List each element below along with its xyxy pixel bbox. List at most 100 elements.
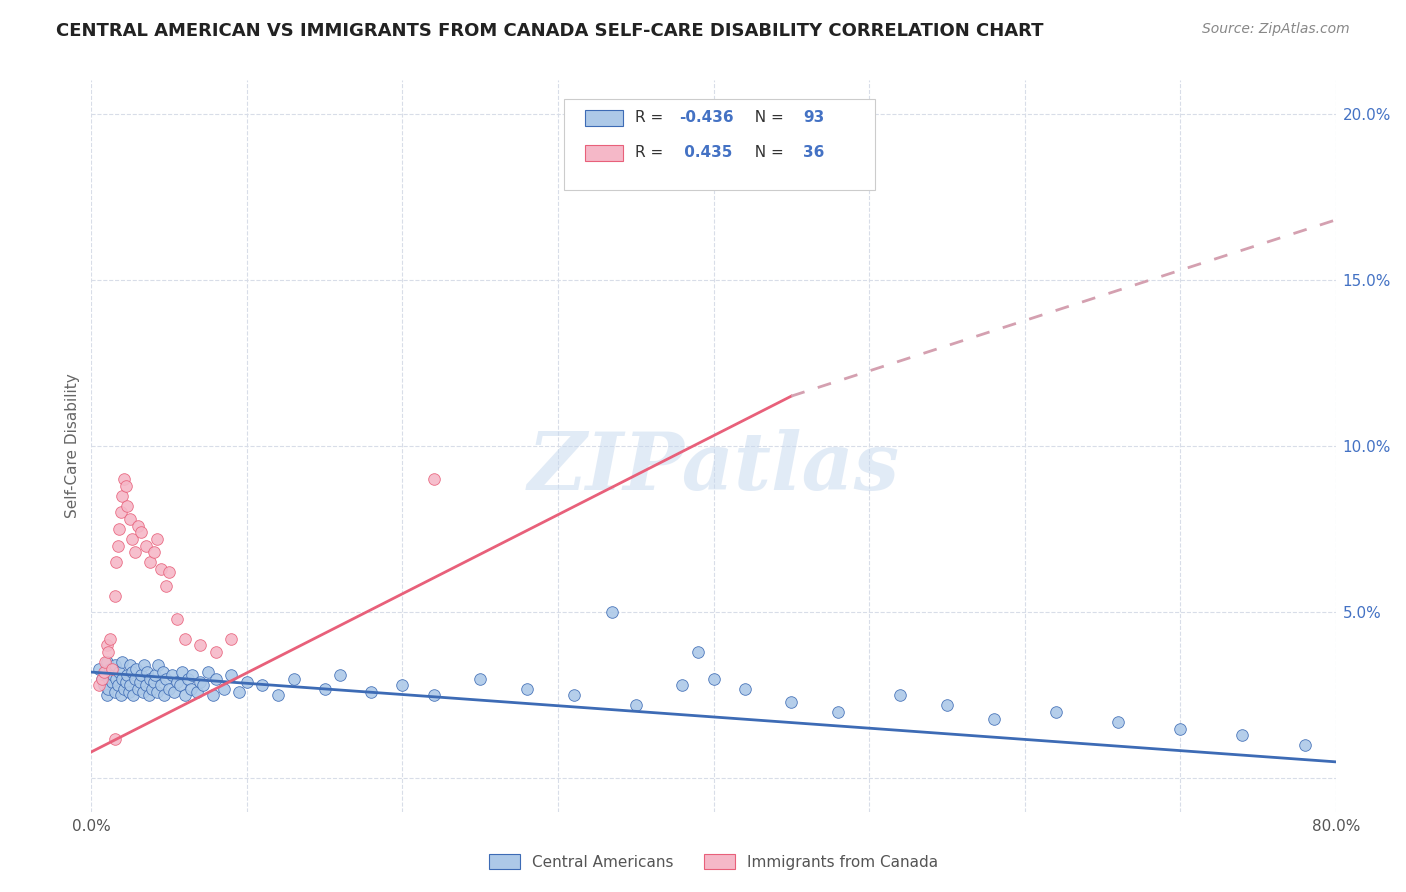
Point [193, 678, 215, 692]
Point [120, 512, 142, 526]
Point [127, 518, 149, 533]
Text: 93: 93 [803, 110, 824, 125]
Point [129, 525, 152, 540]
Point [201, 689, 224, 703]
Point [127, 681, 149, 696]
Point [89, 662, 111, 676]
Point [935, 698, 957, 713]
Point [150, 678, 173, 692]
Point [827, 705, 849, 719]
Point [205, 645, 228, 659]
Point [104, 658, 127, 673]
Point [121, 532, 143, 546]
Text: 36: 36 [803, 145, 824, 161]
Point [186, 685, 208, 699]
Point [1045, 705, 1067, 719]
Point [142, 675, 165, 690]
FancyBboxPatch shape [564, 99, 876, 190]
Point [173, 689, 195, 703]
Point [1232, 728, 1254, 742]
Point [221, 632, 243, 646]
Point [155, 579, 177, 593]
Point [155, 672, 177, 686]
Point [104, 731, 127, 746]
Point [142, 545, 165, 559]
Point [169, 678, 191, 692]
Point [120, 678, 142, 692]
Point [228, 685, 250, 699]
Point [120, 658, 142, 673]
Point [114, 479, 136, 493]
Point [170, 665, 193, 679]
Point [89, 678, 111, 692]
Point [128, 675, 150, 690]
Point [624, 698, 647, 713]
Point [112, 472, 135, 486]
Point [118, 685, 141, 699]
Point [138, 689, 160, 703]
Point [780, 695, 803, 709]
Point [110, 689, 132, 703]
Point [162, 668, 184, 682]
Point [470, 672, 492, 686]
Point [602, 605, 624, 619]
FancyBboxPatch shape [585, 110, 623, 126]
Point [139, 555, 162, 569]
Point [107, 678, 129, 692]
FancyBboxPatch shape [585, 145, 623, 161]
Point [111, 655, 134, 669]
Point [180, 681, 202, 696]
Point [121, 665, 143, 679]
Point [163, 685, 186, 699]
Text: 0.435: 0.435 [679, 145, 733, 161]
Point [314, 681, 336, 696]
Point [153, 689, 176, 703]
Point [143, 668, 166, 682]
Point [135, 539, 157, 553]
Point [516, 681, 538, 696]
Point [100, 662, 122, 676]
Point [114, 675, 136, 690]
Point [422, 472, 444, 486]
Point [96, 689, 118, 703]
Point [1168, 722, 1191, 736]
Y-axis label: Self-Care Disability: Self-Care Disability [65, 374, 80, 518]
Point [101, 668, 124, 682]
Point [139, 672, 162, 686]
Text: ZIPatlas: ZIPatlas [527, 429, 900, 507]
Point [734, 681, 756, 696]
Point [562, 689, 585, 703]
Point [181, 668, 204, 682]
Point [145, 532, 167, 546]
Point [107, 539, 129, 553]
Point [141, 681, 163, 696]
Point [94, 655, 117, 669]
Point [360, 685, 382, 699]
Point [98, 662, 121, 676]
Point [188, 675, 211, 690]
Point [94, 665, 117, 679]
Point [177, 672, 200, 686]
Point [100, 675, 122, 690]
Point [98, 632, 121, 646]
Point [1107, 714, 1129, 729]
Point [236, 675, 259, 690]
Point [105, 672, 128, 686]
Point [93, 665, 115, 679]
Point [96, 639, 118, 653]
Point [983, 712, 1005, 726]
Point [110, 506, 132, 520]
Point [889, 689, 911, 703]
Point [115, 668, 138, 682]
Text: N =: N = [745, 145, 789, 161]
Point [166, 612, 188, 626]
Point [205, 672, 228, 686]
Text: R =: R = [636, 145, 668, 161]
Text: -0.436: -0.436 [679, 110, 734, 125]
Point [671, 678, 693, 692]
Text: R =: R = [636, 110, 668, 125]
Point [134, 658, 156, 673]
Point [422, 689, 444, 703]
Point [148, 658, 170, 673]
Point [91, 672, 114, 686]
